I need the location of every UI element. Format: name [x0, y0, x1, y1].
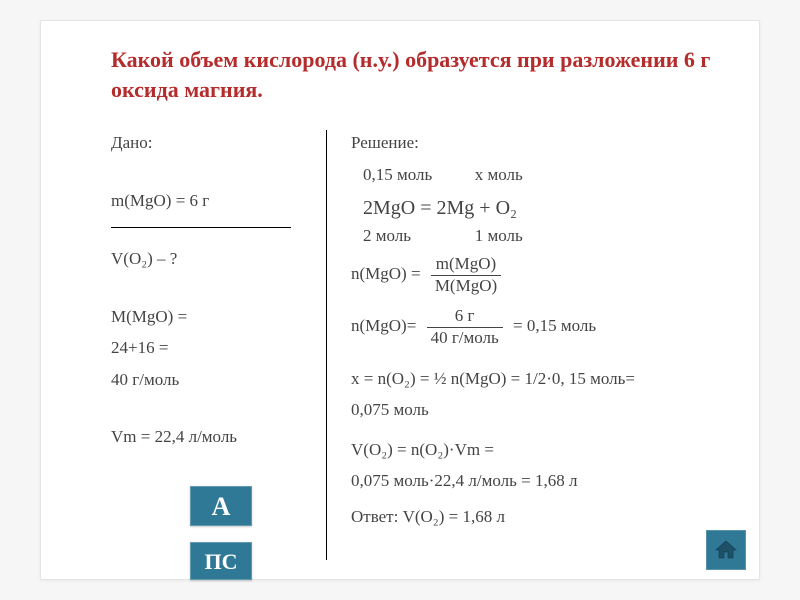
molar-mass-line2: 24+16 = [111, 335, 306, 361]
molar-mass-line3: 40 г/моль [111, 367, 306, 393]
n-lhs: n(MgO) = [351, 264, 421, 283]
v-line2: 0,075 моль·22,4 л/моль = 1,68 л [351, 468, 719, 494]
slide: Какой объем кислорода (н.у.) образуется … [40, 20, 760, 580]
frac-num: m(MgO) [431, 255, 501, 276]
spacer [111, 162, 306, 182]
n-formula: n(MgO) = m(MgO) M(MgO) [351, 255, 719, 295]
home-button[interactable] [706, 530, 746, 570]
fraction: 6 г 40 г/моль [427, 307, 503, 347]
solution-label: Решение: [351, 130, 719, 156]
frac-den: M(MgO) [431, 276, 501, 296]
top-moles: 0,15 моль x моль [363, 162, 719, 188]
calc-rhs: = 0,15 моль [513, 316, 596, 335]
solution-column: Решение: 0,15 моль x моль 2MgO = 2Mg + O… [326, 130, 719, 560]
v-line1: V(O₂) = n(O₂)·Vm = [351, 437, 719, 463]
find-question: V(O₂) – ? [111, 246, 306, 272]
fraction: m(MgO) M(MgO) [431, 255, 501, 295]
divider-line [111, 227, 291, 228]
given-label: Дано: [111, 130, 306, 156]
button-a[interactable]: А [190, 486, 252, 526]
molar-mass-line1: M(MgO) = [111, 304, 306, 330]
spacer [111, 278, 306, 298]
button-ps[interactable]: ПС [190, 542, 252, 580]
calc-lhs: n(MgO)= [351, 316, 416, 335]
problem-title: Какой объем кислорода (н.у.) образуется … [111, 45, 719, 104]
mass-given: m(MgO) = 6 г [111, 188, 306, 214]
bottom-moles: 2 моль 1 моль [363, 223, 719, 249]
answer-line: Ответ: V(O₂) = 1,68 л [351, 504, 719, 530]
home-icon [714, 538, 738, 562]
n-calculation: n(MgO)= 6 г 40 г/моль = 0,15 моль [351, 307, 719, 347]
equation: 2MgO = 2Mg + O₂ [363, 193, 719, 223]
vm-line: Vm = 22,4 л/моль [111, 424, 306, 450]
spacer [111, 398, 306, 418]
x-line1: x = n(O₂) = ½ n(MgO) = 1/2·0, 15 моль= [351, 366, 719, 392]
x-line2: 0,075 моль [351, 397, 719, 423]
frac-num: 6 г [427, 307, 503, 328]
frac-den: 40 г/моль [427, 328, 503, 348]
